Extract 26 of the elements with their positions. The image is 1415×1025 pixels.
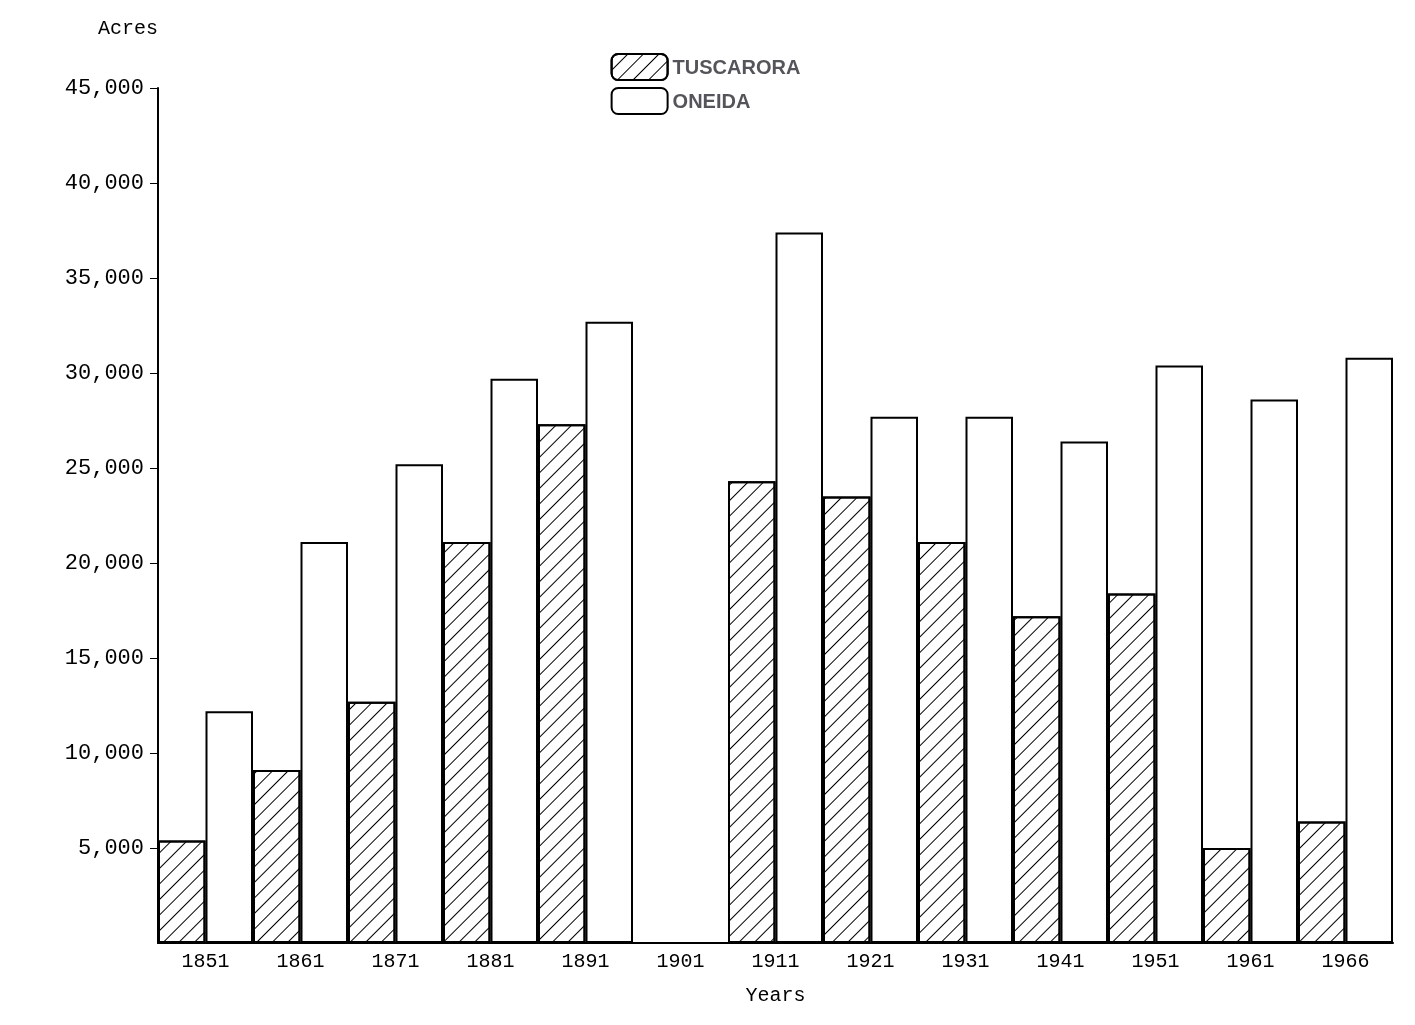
x-tick-label: 1961 [1226, 949, 1275, 973]
y-tick-label: 25,000 [64, 455, 144, 481]
y-tick-label: 40,000 [64, 170, 144, 196]
x-tick-label: 1901 [656, 949, 705, 973]
x-tick-label: 1966 [1321, 949, 1370, 973]
x-tick-label: 1931 [941, 949, 990, 973]
x-tick-label: 1861 [276, 949, 325, 973]
legend-label: TUSCARORA [672, 56, 801, 78]
x-tick-label: 1881 [466, 949, 515, 973]
x-tick-label: 1911 [751, 949, 800, 973]
y-axis-title: Acres [97, 16, 158, 40]
y-tick-label: 5,000 [77, 835, 144, 861]
x-tick-label: 1951 [1131, 949, 1180, 973]
y-tick-label: 30,000 [64, 360, 144, 386]
y-tick-label: 20,000 [64, 550, 144, 576]
y-tick-label: 15,000 [64, 645, 144, 671]
x-tick-label: 1941 [1036, 949, 1085, 973]
y-tick-label: 35,000 [64, 265, 144, 291]
x-tick-label: 1871 [371, 949, 420, 973]
x-axis-title: Years [745, 983, 806, 1007]
x-tick-label: 1851 [181, 949, 230, 973]
x-tick-label: 1891 [561, 949, 610, 973]
x-tick-label: 1921 [846, 949, 895, 973]
y-tick-label: 45,000 [64, 75, 144, 101]
legend-label: ONEIDA [672, 90, 751, 112]
y-tick-label: 10,000 [64, 740, 144, 766]
